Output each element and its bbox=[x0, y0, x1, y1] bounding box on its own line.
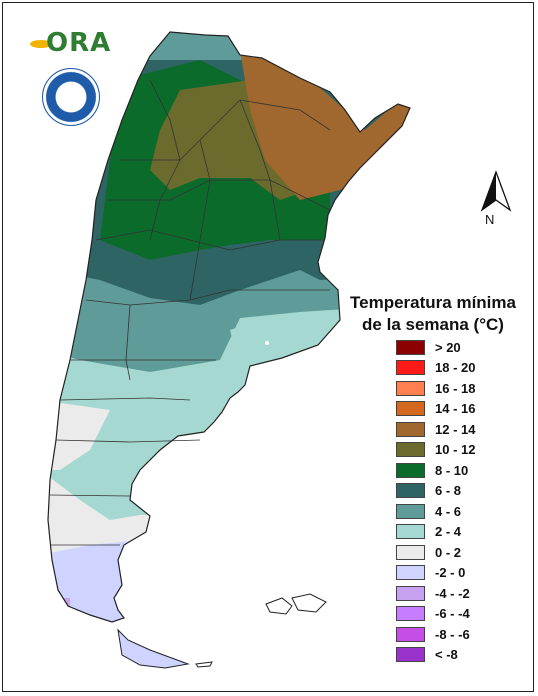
ora-logo: ORA bbox=[46, 28, 112, 58]
zone-minus4-minus2 bbox=[62, 598, 70, 610]
legend-swatch bbox=[396, 462, 425, 478]
legend-item: 16 - 18 bbox=[396, 378, 475, 399]
legend-label: 14 - 16 bbox=[435, 401, 476, 417]
lake-marker bbox=[265, 341, 269, 345]
legend-label: 2 - 4 bbox=[435, 524, 462, 540]
legend-swatch bbox=[396, 401, 425, 417]
legend-item: 12 - 14 bbox=[396, 419, 475, 440]
legend-label: 8 - 10 bbox=[435, 462, 469, 478]
legend-swatch bbox=[396, 360, 425, 376]
smn-seal-icon bbox=[42, 68, 100, 126]
legend-swatch bbox=[396, 565, 425, 581]
legend-title-line1: Temperatura mínima bbox=[350, 293, 516, 312]
legend-swatch bbox=[396, 339, 425, 355]
legend-item: 2 - 4 bbox=[396, 522, 475, 543]
legend-item: 18 - 20 bbox=[396, 358, 475, 379]
legend-item: -8 - -6 bbox=[396, 624, 475, 645]
legend-label: 12 - 14 bbox=[435, 421, 476, 437]
legend-label: 4 - 6 bbox=[435, 503, 462, 519]
legend-label: 18 - 20 bbox=[435, 360, 476, 376]
legend-label: -8 - -6 bbox=[435, 626, 470, 642]
legend-swatch bbox=[396, 647, 425, 663]
legend-item: 4 - 6 bbox=[396, 501, 475, 522]
legend-item: 14 - 16 bbox=[396, 399, 475, 420]
legend-item: -6 - -4 bbox=[396, 604, 475, 625]
legend-swatch bbox=[396, 503, 425, 519]
legend-label: 6 - 8 bbox=[435, 483, 462, 499]
legend-title: Temperatura mínima de la semana (°C) bbox=[338, 292, 528, 336]
legend-title-line2: de la semana (°C) bbox=[362, 315, 504, 334]
legend-item: < -8 bbox=[396, 645, 475, 666]
isla-de-los-estados bbox=[195, 661, 213, 668]
legend-label: 10 - 12 bbox=[435, 442, 476, 458]
legend-item: 10 - 12 bbox=[396, 440, 475, 461]
legend-label: 16 - 18 bbox=[435, 380, 476, 396]
country-outline bbox=[47, 31, 411, 623]
legend-label: > 20 bbox=[435, 339, 461, 355]
malvinas-islands bbox=[265, 593, 327, 615]
legend-item: 6 - 8 bbox=[396, 481, 475, 502]
legend-swatch bbox=[396, 483, 425, 499]
legend: > 20 18 - 20 16 - 18 14 - 16 12 - 14 10 … bbox=[396, 337, 475, 665]
legend-item: > 20 bbox=[396, 337, 475, 358]
legend-item: -4 - -2 bbox=[396, 583, 475, 604]
legend-label: -4 - -2 bbox=[435, 585, 470, 601]
north-label: N bbox=[485, 212, 495, 227]
legend-label: -2 - 0 bbox=[435, 565, 466, 581]
legend-swatch bbox=[396, 585, 425, 601]
legend-label: < -8 bbox=[435, 647, 458, 663]
logo-swoosh-icon bbox=[30, 40, 52, 48]
legend-item: 8 - 10 bbox=[396, 460, 475, 481]
legend-label: 0 - 2 bbox=[435, 544, 462, 560]
legend-label: -6 - -4 bbox=[435, 606, 470, 622]
legend-item: 0 - 2 bbox=[396, 542, 475, 563]
legend-swatch bbox=[396, 442, 425, 458]
north-arrow-icon bbox=[480, 170, 512, 212]
zone-2-4-hook bbox=[230, 318, 325, 370]
legend-swatch bbox=[396, 524, 425, 540]
legend-swatch bbox=[396, 544, 425, 560]
legend-swatch bbox=[396, 626, 425, 642]
province-borders bbox=[49, 79, 331, 546]
tierra-del-fuego bbox=[117, 628, 190, 669]
legend-swatch bbox=[396, 606, 425, 622]
legend-swatch bbox=[396, 421, 425, 437]
legend-item: -2 - 0 bbox=[396, 563, 475, 584]
legend-swatch bbox=[396, 380, 425, 396]
